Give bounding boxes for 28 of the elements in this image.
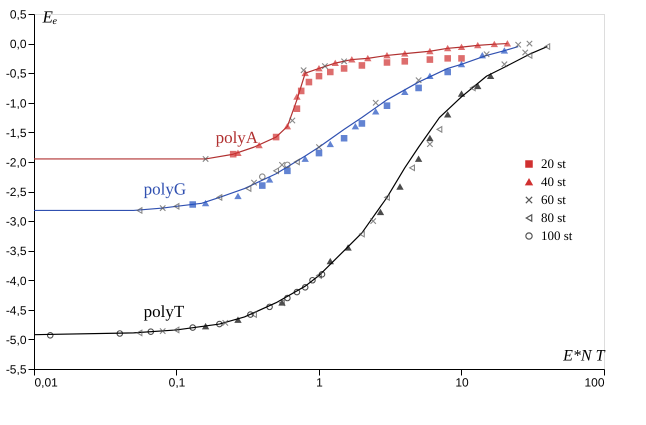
y-tick-label: -3,5	[6, 244, 27, 258]
y-tick-label: -5,0	[6, 332, 27, 347]
annotation: polyT	[144, 302, 185, 321]
y-tick-label: -3,0	[6, 214, 27, 229]
y-tick-label: -2,0	[6, 155, 27, 170]
y-tick-label: -4,5	[6, 303, 27, 318]
y-tick-label: -1,0	[6, 96, 27, 110]
x-tick-label: 1	[316, 376, 324, 390]
y-tick-label: 0,5	[10, 8, 27, 22]
x-tick-label: 0,01	[34, 376, 58, 390]
y-tick-label: -0,5	[6, 66, 27, 81]
x-axis-title: E*N T	[562, 348, 606, 364]
legend-label: 40 st	[541, 174, 566, 189]
y-tick-label: -1,5	[6, 126, 27, 140]
y-tick-label: -4,0	[6, 274, 27, 288]
legend-label: 60 st	[541, 192, 566, 207]
x-tick-label: 100	[584, 376, 605, 390]
y-tick-label: -5,5	[6, 362, 27, 376]
legend-label: 20 st	[541, 156, 566, 171]
y-tick-label: -2,5	[6, 185, 27, 199]
y-tick-label: 0,0	[10, 37, 27, 52]
legend-label: 100 st	[541, 228, 573, 243]
x-tick-label: 0,1	[168, 376, 186, 390]
legend-label: 80 st	[541, 210, 566, 225]
x-tick-label: 10	[455, 376, 469, 390]
y-axis-title: Eₑ	[42, 8, 58, 26]
annotation: polyG	[144, 179, 186, 198]
annotation: polyA	[216, 128, 259, 147]
